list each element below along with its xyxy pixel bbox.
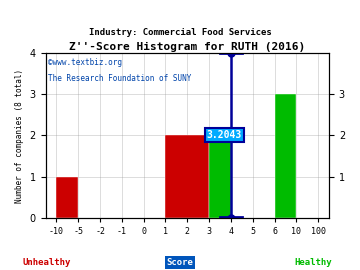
Text: Score: Score <box>167 258 193 267</box>
Y-axis label: Number of companies (8 total): Number of companies (8 total) <box>15 68 24 202</box>
Text: Industry: Commercial Food Services: Industry: Commercial Food Services <box>89 28 271 37</box>
Text: 3.2043: 3.2043 <box>207 130 242 140</box>
Bar <box>57 177 78 218</box>
Text: ©www.textbiz.org: ©www.textbiz.org <box>48 58 122 67</box>
Text: Unhealthy: Unhealthy <box>23 258 71 267</box>
Bar <box>275 94 296 218</box>
Text: The Research Foundation of SUNY: The Research Foundation of SUNY <box>48 74 192 83</box>
Title: Z''-Score Histogram for RUTH (2016): Z''-Score Histogram for RUTH (2016) <box>69 42 305 52</box>
Text: Healthy: Healthy <box>294 258 332 267</box>
Bar <box>209 136 231 218</box>
Bar <box>166 136 209 218</box>
